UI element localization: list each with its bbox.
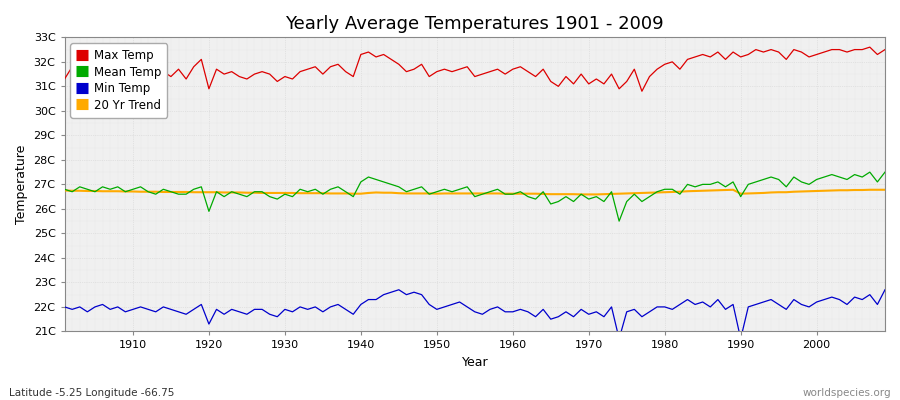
X-axis label: Year: Year [462,356,488,369]
Mean Temp [287,194,298,199]
Max Temp [508,67,518,72]
20 Yr Trend [59,188,70,193]
Mean Temp [508,192,518,196]
Mean Temp [598,199,609,204]
20 Yr Trend [606,192,616,196]
Mean Temp [333,184,344,189]
Min Temp [59,304,70,309]
Line: Max Temp: Max Temp [65,47,885,91]
Legend: Max Temp, Mean Temp, Min Temp, 20 Yr Trend: Max Temp, Mean Temp, Min Temp, 20 Yr Tre… [70,43,167,118]
Max Temp [59,76,70,81]
Min Temp [606,304,616,309]
Min Temp [614,336,625,341]
Max Temp [879,47,890,52]
20 Yr Trend [576,192,587,197]
Line: Min Temp: Min Temp [65,290,885,339]
20 Yr Trend [120,189,130,194]
Max Temp [287,76,298,81]
20 Yr Trend [879,187,890,192]
Min Temp [120,310,130,314]
Min Temp [879,287,890,292]
Mean Temp [879,170,890,174]
Max Temp [120,62,130,67]
Mean Temp [120,189,130,194]
Max Temp [598,82,609,86]
Min Temp [333,302,344,307]
Y-axis label: Temperature: Temperature [15,145,28,224]
Mean Temp [614,219,625,224]
Line: Mean Temp: Mean Temp [65,172,885,221]
Min Temp [393,287,404,292]
Max Temp [333,62,344,67]
20 Yr Trend [500,191,510,196]
Max Temp [864,45,875,50]
Max Temp [500,72,510,76]
20 Yr Trend [333,191,344,196]
Min Temp [287,310,298,314]
Line: 20 Yr Trend: 20 Yr Trend [65,190,885,194]
Min Temp [515,307,526,312]
20 Yr Trend [728,187,739,192]
Title: Yearly Average Temperatures 1901 - 2009: Yearly Average Temperatures 1901 - 2009 [285,15,664,33]
20 Yr Trend [287,190,298,195]
Mean Temp [864,170,875,174]
20 Yr Trend [508,191,518,196]
Mean Temp [59,187,70,192]
Mean Temp [500,192,510,196]
Min Temp [508,310,518,314]
Text: worldspecies.org: worldspecies.org [803,388,891,398]
Text: Latitude -5.25 Longitude -66.75: Latitude -5.25 Longitude -66.75 [9,388,175,398]
Max Temp [636,89,647,94]
